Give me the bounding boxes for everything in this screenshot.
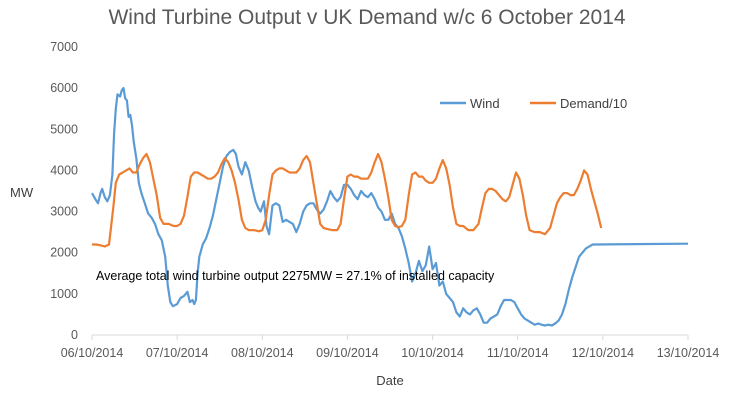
y-axis-label: MW [10,185,34,200]
x-tick-label: 13/10/2014 [657,346,720,360]
x-axis-ticks: 06/10/2014 07/10/2014 08/10/2014 09/10/2014… [61,335,720,360]
x-tick-label: 10/10/2014 [401,346,464,360]
y-tick-label: 0 [71,328,78,342]
x-tick-label: 07/10/2014 [146,346,209,360]
x-tick-label: 08/10/2014 [231,346,294,360]
series-lines [92,88,688,325]
x-tick-label: 06/10/2014 [61,346,124,360]
x-axis-label: Date [376,373,403,388]
x-tick-label: 09/10/2014 [316,346,379,360]
y-tick-label: 6000 [50,81,78,95]
x-tick-label: 12/10/2014 [572,346,635,360]
legend-label: Demand/10 [560,96,627,111]
legend-label: Wind [470,96,500,111]
x-tick-label: 11/10/2014 [487,346,549,360]
y-tick-label: 1000 [50,287,78,301]
y-tick-label: 4000 [50,163,78,177]
legend: Wind Demand/10 [440,96,627,111]
y-tick-label: 7000 [50,40,78,54]
y-tick-label: 3000 [50,205,78,219]
chart-annotation: Average total wind turbine output 2275MW… [96,269,495,283]
y-axis-ticks: 0 1000 2000 3000 4000 5000 6000 7000 [50,40,78,342]
y-tick-label: 5000 [50,122,78,136]
chart-title: Wind Turbine Output v UK Demand w/c 6 Oc… [108,6,625,29]
y-tick-label: 2000 [50,246,78,260]
series-line-demand-10 [92,154,601,247]
